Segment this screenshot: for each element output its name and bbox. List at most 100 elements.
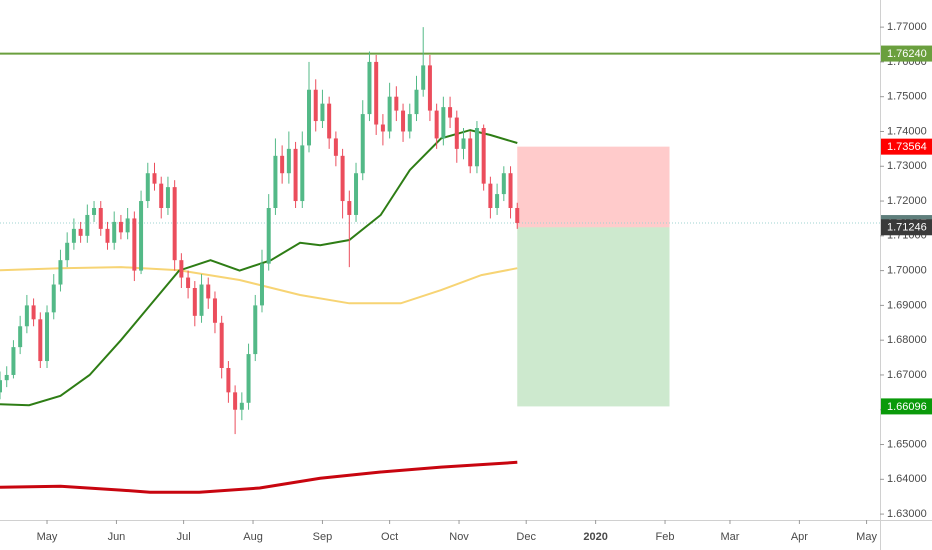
candle-body xyxy=(280,155,285,174)
candle-body xyxy=(448,107,453,118)
candle-body xyxy=(481,128,486,184)
stop-zone xyxy=(517,146,670,228)
candle-body xyxy=(374,61,379,125)
candle-body xyxy=(367,61,372,115)
y-tick-label: 1.67000 xyxy=(887,369,927,381)
target-badge-label: 1.66096 xyxy=(887,401,927,413)
level-badge-label: 1.76240 xyxy=(887,48,927,60)
candle-body xyxy=(18,326,23,348)
candle-body xyxy=(31,305,36,320)
level-badge xyxy=(881,45,932,62)
candle-body xyxy=(212,298,217,323)
candle-body xyxy=(421,65,426,90)
candle-body xyxy=(145,173,150,202)
candle-body xyxy=(333,138,338,156)
y-tick-label: 1.63000 xyxy=(887,508,927,520)
candle-body xyxy=(380,124,385,132)
candle-body xyxy=(165,187,170,208)
candle-body xyxy=(233,392,238,410)
candle-body xyxy=(199,284,204,316)
y-tick-label: 1.65000 xyxy=(887,438,927,450)
stop-badge xyxy=(881,138,932,155)
y-tick-label: 1.75000 xyxy=(887,91,927,103)
candle-body xyxy=(434,110,439,139)
x-tick-label: Jun xyxy=(108,531,126,543)
candle-body xyxy=(407,114,412,132)
x-tick-label: Aug xyxy=(243,531,263,543)
candle-body xyxy=(454,117,459,149)
candle-body xyxy=(38,319,43,362)
candle-body xyxy=(71,228,76,243)
candle-body xyxy=(347,201,352,215)
candle-body xyxy=(508,173,513,208)
candle-body xyxy=(354,173,359,215)
candle-body xyxy=(427,65,432,111)
candle-body xyxy=(112,221,117,243)
candle-body xyxy=(313,89,318,122)
candle-body xyxy=(152,173,157,184)
candle-body xyxy=(495,194,500,208)
y-tick-label: 1.74000 xyxy=(887,125,927,137)
candle-body xyxy=(327,103,332,139)
candle-body xyxy=(78,228,83,236)
candle-body xyxy=(501,173,506,195)
candle-body xyxy=(414,89,419,115)
candle-body xyxy=(24,305,29,327)
candle-body xyxy=(58,260,63,285)
candle-body xyxy=(474,128,479,167)
candle-body xyxy=(273,155,278,208)
candle-body xyxy=(461,138,466,149)
candle-body xyxy=(219,322,224,368)
x-tick-label: Mar xyxy=(720,531,739,543)
y-tick-label: 1.68000 xyxy=(887,334,927,346)
y-tick-label: 1.69000 xyxy=(887,299,927,311)
x-tick-label: Dec xyxy=(516,531,536,543)
moving-average xyxy=(0,460,518,494)
x-tick-label: Feb xyxy=(656,531,675,543)
x-tick-label: Oct xyxy=(381,531,398,543)
candle-body xyxy=(125,218,130,233)
candle-body xyxy=(441,107,446,139)
entry-badge-label: 1.71246 xyxy=(887,222,927,234)
y-tick-label: 1.76000 xyxy=(887,56,927,68)
entry-badge xyxy=(881,219,932,236)
y-tick-label: 1.72000 xyxy=(887,195,927,207)
x-tick-label: Apr xyxy=(791,531,808,543)
candle-body xyxy=(85,214,90,236)
candle-body xyxy=(139,201,144,271)
candle-body xyxy=(159,183,164,208)
candle-body xyxy=(239,402,244,410)
x-tick-label: 2020 xyxy=(583,531,607,543)
candle-body xyxy=(401,110,406,132)
candle-body xyxy=(132,218,137,271)
candle-body xyxy=(98,208,103,229)
moving-average xyxy=(0,129,518,407)
candle-body xyxy=(172,187,177,261)
y-tick-label: 1.70000 xyxy=(887,265,927,277)
candle-body xyxy=(179,260,184,278)
plot-area xyxy=(0,27,880,494)
x-tick-label: Sep xyxy=(313,531,333,543)
candle-body xyxy=(286,148,291,174)
candle-body xyxy=(340,155,345,202)
candle-body xyxy=(468,138,473,167)
x-tick-label: Nov xyxy=(449,531,469,543)
candle-body xyxy=(266,208,271,264)
candle-body xyxy=(387,96,392,132)
candle-body xyxy=(51,284,56,313)
candle-body xyxy=(4,374,9,381)
candle-body xyxy=(253,305,258,355)
y-tick-label: 1.64000 xyxy=(887,473,927,485)
candle-body xyxy=(259,263,264,306)
candle-body xyxy=(307,89,312,146)
candle-body xyxy=(300,145,305,202)
candle-body xyxy=(360,114,365,174)
candle-body xyxy=(192,288,197,316)
y-tick-label: 1.73000 xyxy=(887,160,927,172)
stop-badge-label: 1.73564 xyxy=(887,141,927,153)
candle-body xyxy=(206,284,211,299)
candle-body xyxy=(246,354,251,403)
candle-body xyxy=(515,208,520,223)
